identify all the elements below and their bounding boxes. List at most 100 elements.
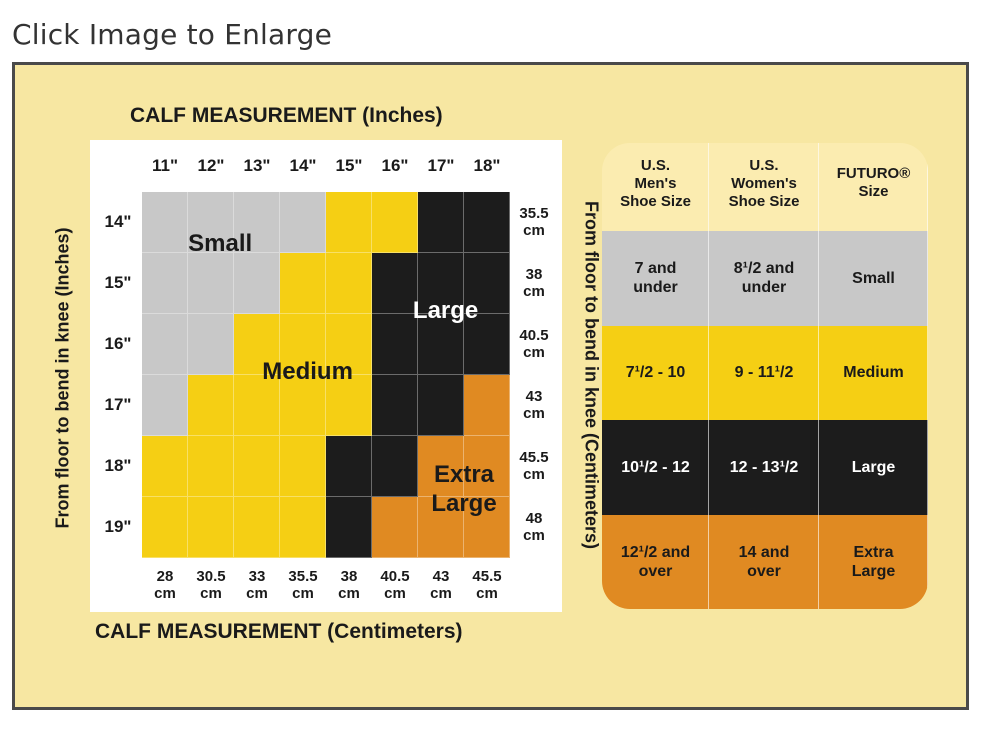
- size-cell-line: 10¹/2 - 12: [621, 458, 690, 476]
- height-cm-header: 38 cm: [512, 266, 556, 300]
- size-table-header-line: Shoe Size: [728, 193, 800, 210]
- height-inch-header: 15": [104, 273, 132, 292]
- calf-inch-header: 15": [335, 156, 363, 175]
- calf-cm-header: 33 cm: [234, 568, 280, 602]
- zone-label-large-text: Large: [412, 296, 479, 324]
- grid-cell-L: [464, 253, 510, 314]
- shoe-size-table: U.S. Men's Shoe Size U.S. Women's Shoe Size FU…: [602, 143, 928, 609]
- size-cell-line: 12¹/2 and: [620, 543, 691, 561]
- calf-cm-header: 30.5 cm: [188, 568, 234, 602]
- calf-cm-value: cm: [200, 585, 222, 602]
- grid-cell-M: [326, 375, 372, 436]
- size-cell-line: over: [638, 562, 673, 580]
- size-cell-line: Large: [851, 562, 896, 580]
- size-cell-men: 10¹/2 - 12: [602, 458, 709, 477]
- size-cell-men: 7¹/2 - 10: [602, 363, 709, 382]
- size-col-divider: [709, 143, 819, 609]
- size-table-header-line: Shoe Size: [620, 193, 691, 210]
- height-cm-value: 45.5: [519, 449, 549, 466]
- grid-cell-S: [142, 192, 188, 253]
- calf-cm-value: 35.5: [288, 568, 318, 585]
- click-to-enlarge-link[interactable]: Click Image to Enlarge: [12, 18, 333, 51]
- grid-cell-M: [234, 436, 280, 497]
- zone-label-extra-large: Extra Large: [418, 460, 510, 518]
- zone-label-medium-text: Medium: [262, 357, 353, 385]
- grid-cell-M: [326, 253, 372, 314]
- grid-cell-M: [142, 497, 188, 558]
- size-cell-line: under: [741, 279, 787, 297]
- calf-cm-title: CALF MEASUREMENT (Centimeters): [95, 620, 463, 643]
- size-cell-line: Extra: [853, 543, 894, 561]
- size-cell-women: 12 - 13¹/2: [709, 458, 819, 477]
- zone-label-extra-large-text: Extra: [433, 461, 495, 489]
- height-cm-header: 35.5 cm: [512, 205, 556, 239]
- grid-cell-X: [464, 497, 510, 558]
- grid-cell-M: [372, 192, 418, 253]
- size-cell-size: Large: [819, 458, 928, 477]
- calf-cm-value: 43: [432, 568, 450, 585]
- grid-cell-X: [372, 497, 418, 558]
- size-cell-line: 9 - 11¹/2: [734, 364, 794, 382]
- size-table-header-line: FUTURO®: [836, 165, 911, 182]
- grid-cell-M: [234, 375, 280, 436]
- height-cm-header: 43 cm: [512, 388, 556, 422]
- calf-cm-value: 28: [156, 568, 174, 585]
- size-cell-line: Large: [851, 458, 896, 476]
- zone-label-extra-large-text: Large: [431, 490, 497, 518]
- calf-cm-value: 38: [340, 568, 358, 585]
- calf-inch-header: 18": [473, 156, 501, 175]
- height-inch-header: 16": [104, 334, 132, 353]
- size-cell-line: 12 - 13¹/2: [729, 458, 799, 476]
- height-cm-value: cm: [523, 405, 545, 422]
- calf-inch-header: 14": [289, 156, 317, 175]
- grid-cell-S: [188, 192, 234, 253]
- size-cell-women: 9 - 11¹/2: [709, 363, 819, 382]
- grid-cell-M: [188, 375, 234, 436]
- size-cell-line: under: [633, 279, 678, 297]
- size-table-header-line: Men's: [634, 175, 677, 192]
- size-cell-men: 7 and under: [602, 259, 709, 297]
- size-cell-size: Small: [819, 269, 928, 288]
- grid-cell-M: [280, 436, 326, 497]
- grid-cell-L: [326, 497, 372, 558]
- size-cell-size: Extra Large: [819, 543, 928, 581]
- grid-cell-M: [234, 497, 280, 558]
- calf-cm-value: cm: [154, 585, 176, 602]
- size-col-divider: [602, 143, 709, 609]
- height-inch-header: 17": [104, 395, 132, 414]
- grid-cell-X: [464, 375, 510, 436]
- zone-label-small: Small: [160, 229, 280, 258]
- calf-cm-value: cm: [430, 585, 452, 602]
- grid-cell-S: [142, 314, 188, 375]
- size-cell-line: 14 and: [738, 543, 790, 561]
- calf-cm-value: 45.5: [472, 568, 502, 585]
- grid-cell-M: [280, 375, 326, 436]
- height-cm-value: cm: [523, 527, 545, 544]
- grid-cell-S: [142, 375, 188, 436]
- size-col-divider: [819, 143, 928, 609]
- grid-cell-M: [280, 497, 326, 558]
- size-table-header: U.S. Women's Shoe Size: [709, 157, 819, 211]
- height-inches-axis-label: From floor to bend in knee (Inches): [52, 227, 73, 529]
- grid-cell-M: [188, 497, 234, 558]
- height-inch-header: 14": [104, 212, 132, 231]
- calf-cm-value: cm: [338, 585, 360, 602]
- size-cell-line: Small: [852, 269, 895, 287]
- grid-cell-S: [188, 253, 234, 314]
- grid-cell-S: [280, 192, 326, 253]
- grid-cell-M: [234, 314, 280, 375]
- height-cm-value: cm: [523, 283, 545, 300]
- zone-label-medium: Medium: [239, 357, 377, 386]
- grid-cell-M: [280, 314, 326, 375]
- height-cm-value: 43: [525, 388, 543, 405]
- height-cm-value: 48: [525, 510, 543, 527]
- grid-cell-L: [372, 436, 418, 497]
- calf-cm-value: cm: [246, 585, 268, 602]
- calf-inch-header: 12": [197, 156, 225, 175]
- calf-size-grid: 11" 12" 13" 14" 15" 16" 17" 18" 14" 15" 16" 17" 18" 1…: [90, 140, 562, 612]
- grid-cell-S: [234, 253, 280, 314]
- height-cm-header: 40.5 cm: [512, 327, 556, 361]
- grid-cell-M: [188, 436, 234, 497]
- height-cm-value: cm: [523, 222, 545, 239]
- grid-cell-X: [418, 436, 464, 497]
